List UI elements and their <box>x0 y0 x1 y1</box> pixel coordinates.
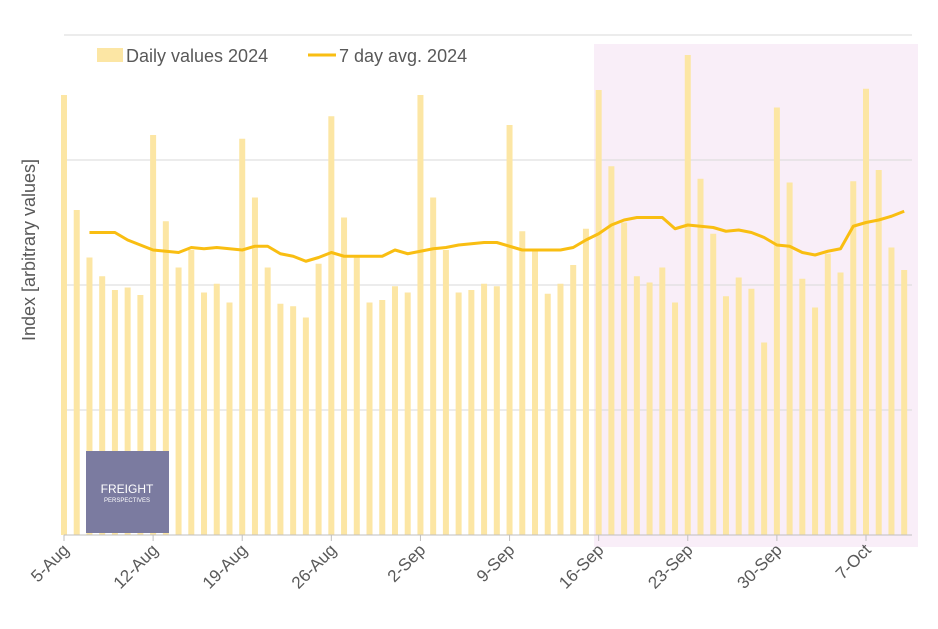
bar <box>850 181 857 535</box>
bar <box>417 95 424 535</box>
logo-subtitle: PERSPECTIVES <box>104 498 150 504</box>
bar <box>532 250 539 535</box>
bar <box>519 231 526 535</box>
bar <box>824 253 831 535</box>
bar <box>99 276 106 535</box>
bar <box>595 90 602 535</box>
bar <box>162 221 169 535</box>
bar <box>150 135 157 535</box>
bar <box>341 217 348 535</box>
bar <box>353 256 360 535</box>
bar <box>73 210 80 535</box>
bar <box>111 290 118 535</box>
bar <box>251 197 258 535</box>
bar <box>544 293 551 535</box>
bar <box>493 286 500 535</box>
bar <box>837 272 844 535</box>
x-tick-label: 5-Aug <box>27 540 73 586</box>
bar <box>557 283 564 535</box>
bar <box>213 283 220 535</box>
bar <box>722 296 729 535</box>
bar <box>124 287 131 535</box>
bar <box>875 170 882 535</box>
x-tick-label: 19-Aug <box>199 540 251 592</box>
bar <box>137 295 144 535</box>
x-tick-label: 26-Aug <box>288 540 340 592</box>
bar <box>201 292 208 535</box>
bar <box>506 125 513 535</box>
x-tick-label: 23-Sep <box>644 540 696 592</box>
logo-title: FREIGHT <box>101 482 154 496</box>
bar <box>277 303 284 535</box>
bar <box>315 263 322 535</box>
bar <box>697 178 704 535</box>
bar <box>328 116 335 535</box>
bar <box>455 292 462 535</box>
bar <box>862 88 869 535</box>
bar <box>659 267 666 535</box>
bar <box>379 300 386 535</box>
bar <box>430 197 437 535</box>
bar <box>786 182 793 535</box>
bar <box>570 265 577 535</box>
bar <box>621 222 628 535</box>
bar <box>672 302 679 535</box>
bar <box>481 283 488 535</box>
bar <box>61 95 67 535</box>
y-axis-label: Index [arbitrary values] <box>19 159 39 341</box>
bar <box>188 250 195 535</box>
bar <box>773 107 780 535</box>
bar <box>442 250 449 535</box>
bar <box>175 267 182 535</box>
bar <box>86 257 93 535</box>
bar <box>226 302 233 535</box>
bar <box>582 228 589 535</box>
bar <box>799 278 806 535</box>
bar <box>290 306 297 535</box>
bar <box>888 247 895 535</box>
x-tick-label: 30-Sep <box>734 540 786 592</box>
bar <box>901 270 908 535</box>
x-tick-label: 9-Sep <box>473 540 519 586</box>
legend-swatch <box>97 48 123 62</box>
bar <box>239 138 246 535</box>
bar <box>302 317 309 535</box>
bar <box>404 292 411 535</box>
bar <box>761 342 768 535</box>
bar <box>608 166 615 535</box>
bar <box>684 55 691 535</box>
highlight-region <box>594 44 918 547</box>
bar <box>735 277 742 535</box>
logo: FREIGHT PERSPECTIVES <box>86 451 169 533</box>
bar <box>366 302 373 535</box>
bar <box>633 276 640 535</box>
x-tick-label: 16-Sep <box>555 540 607 592</box>
legend-label: Daily values 2024 <box>126 46 268 66</box>
logo-bg <box>86 451 169 533</box>
bar <box>391 286 398 535</box>
x-tick-label: 2-Sep <box>384 540 430 586</box>
x-tick-label: 12-Aug <box>110 540 162 592</box>
legend-label: 7 day avg. 2024 <box>339 46 467 66</box>
bar <box>264 267 271 535</box>
line <box>89 209 905 263</box>
bar <box>812 307 819 535</box>
bar <box>468 290 475 535</box>
bar <box>748 288 755 535</box>
bar <box>710 233 717 535</box>
bar <box>646 282 653 535</box>
